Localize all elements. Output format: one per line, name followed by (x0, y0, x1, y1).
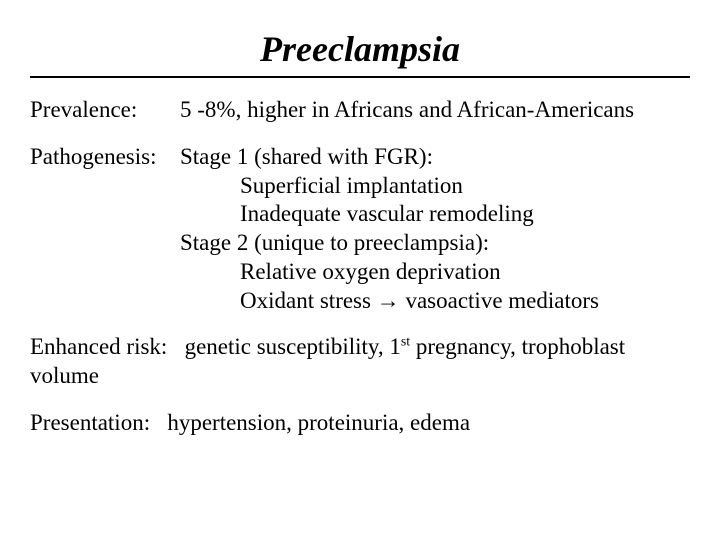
slide: Preeclampsia Prevalence: 5 -8%, higher i… (0, 0, 720, 540)
prevalence-label: Prevalence: (30, 96, 180, 125)
risk-label: Enhanced risk: (30, 334, 167, 359)
risk-value-sup: st (401, 334, 410, 349)
slide-title: Preeclampsia (30, 28, 690, 70)
stage2-line2: Oxidant stress → vasoactive mediators (180, 287, 690, 316)
title-rule (30, 76, 690, 78)
stage2-header: Stage 2 (unique to preeclampsia): (180, 229, 690, 258)
risk-block: Enhanced risk: genetic susceptibility, 1… (30, 333, 690, 391)
risk-value-pre: genetic susceptibility, 1 (185, 334, 401, 359)
stage2-line1: Relative oxygen deprivation (180, 258, 690, 287)
prevalence-value: 5 -8%, higher in Africans and African-Am… (180, 96, 690, 125)
presentation-label: Presentation: (30, 410, 150, 435)
stage1-line2: Inadequate vascular remodeling (180, 200, 690, 229)
presentation-block: Presentation: hypertension, proteinuria,… (30, 409, 690, 438)
presentation-value: hypertension, proteinuria, edema (167, 410, 470, 435)
risk-value-post: pregnancy, trophoblast (410, 334, 625, 359)
stage1-line1: Superficial implantation (180, 172, 690, 201)
pathogenesis-block: Pathogenesis: Stage 1 (shared with FGR):… (30, 143, 690, 316)
risk-line2: volume (30, 362, 690, 391)
risk-line1: Enhanced risk: genetic susceptibility, 1… (30, 333, 690, 362)
stage1-header: Stage 1 (shared with FGR): (180, 143, 690, 172)
prevalence-block: Prevalence: 5 -8%, higher in Africans an… (30, 96, 690, 125)
pathogenesis-label: Pathogenesis: (30, 143, 180, 316)
